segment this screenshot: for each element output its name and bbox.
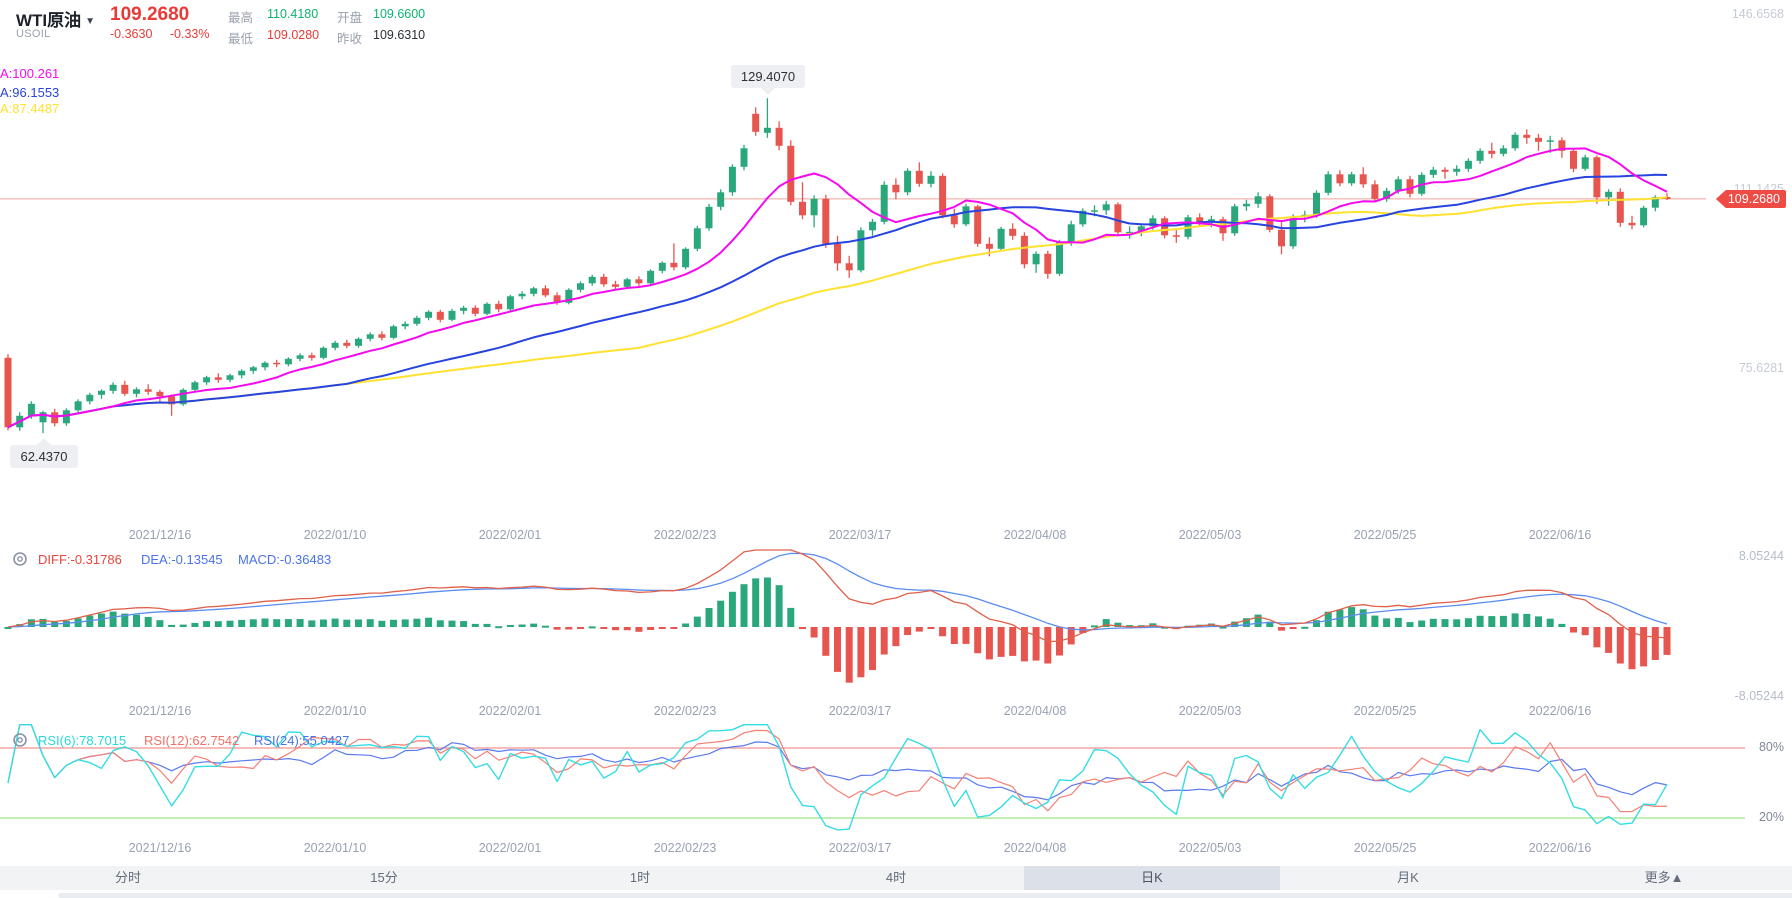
dea-label: DEA:-0.13545 — [141, 552, 223, 567]
rsi24-label: RSI(24):55.0427 — [254, 733, 350, 748]
date-tick: 2022/03/17 — [828, 841, 892, 855]
tab-1hour[interactable]: 1时 — [629, 870, 651, 885]
date-tick: 2022/01/10 — [303, 528, 367, 542]
stat-high-label: 最高 — [228, 11, 254, 25]
date-tick: 2022/05/03 — [1178, 841, 1242, 855]
date-tick: 2022/04/08 — [1003, 704, 1067, 718]
macd-axis-max: 8.05244 — [1738, 549, 1784, 563]
last-price: 109.2680 — [110, 4, 190, 25]
date-tick: 2022/03/17 — [828, 704, 892, 718]
date-tick: 2022/01/10 — [303, 841, 367, 855]
date-tick: 2022/06/16 — [1528, 704, 1592, 718]
high-annotation: 129.4070 — [731, 65, 805, 95]
date-tick: 2022/05/03 — [1178, 528, 1242, 542]
timeframe-tabbar: 分时 15分 1时 4时 日K 月K 更多▲ — [0, 866, 1792, 890]
instrument-symbol: USOIL — [16, 28, 51, 40]
tab-daily-k[interactable]: 日K — [1024, 866, 1280, 890]
instrument-title: WTI原油 — [16, 11, 82, 30]
tab-more[interactable]: 更多▲ — [1644, 870, 1684, 885]
date-tick: 2022/01/10 — [303, 704, 367, 718]
price-change: -0.3630 -0.33% — [110, 27, 210, 41]
date-tick: 2021/12/16 — [128, 704, 192, 718]
stat-open-value: 109.6600 — [373, 7, 426, 21]
date-tick: 2022/05/25 — [1353, 841, 1417, 855]
low-annotation: 62.4370 — [10, 438, 78, 468]
date-tick: 2022/02/01 — [478, 704, 542, 718]
stat-low-value: 109.0280 — [267, 28, 320, 42]
date-tick: 2022/02/01 — [478, 528, 542, 542]
chevron-down-icon: ▼ — [85, 16, 96, 27]
macd-axis-min: -8.05244 — [1734, 689, 1784, 703]
date-tick: 2022/02/01 — [478, 841, 542, 855]
change-percent: -0.33% — [169, 27, 210, 41]
date-tick: 2022/05/25 — [1353, 528, 1417, 542]
rsi6-label: RSI(6):78.7015 — [38, 733, 127, 748]
tab-time-share[interactable]: 分时 — [114, 870, 141, 885]
date-tick: 2021/12/16 — [128, 528, 192, 542]
date-tick: 2022/02/23 — [653, 704, 717, 718]
tab-monthly-k[interactable]: 月K — [1397, 870, 1419, 885]
date-tick: 2022/02/23 — [653, 528, 717, 542]
ma-mid-label: A:96.1553 — [0, 85, 60, 100]
date-tick: 2022/06/16 — [1528, 528, 1592, 542]
date-tick: 2022/04/08 — [1003, 841, 1067, 855]
bottom-scrollbar[interactable] — [58, 893, 1792, 898]
date-tick: 2022/04/08 — [1003, 528, 1067, 542]
last-price-badge: 109.2680 — [1715, 190, 1786, 208]
date-tick: 2022/02/23 — [653, 841, 717, 855]
rsi-settings-icon[interactable] — [12, 732, 28, 748]
date-tick: 2021/12/16 — [128, 841, 192, 855]
date-tick: 2022/05/25 — [1353, 704, 1417, 718]
rsi-axis-high: 80% — [1758, 740, 1784, 754]
macd-settings-icon[interactable] — [12, 551, 28, 567]
tab-4hour[interactable]: 4时 — [885, 870, 907, 885]
date-tick: 2022/06/16 — [1528, 841, 1592, 855]
price-axis-max: 146.6568 — [1731, 7, 1784, 21]
ma-slow-label: A:87.4487 — [0, 101, 60, 116]
rsi-axis-low: 20% — [1758, 810, 1784, 824]
price-axis-low: 75.6281 — [1738, 361, 1784, 375]
diff-label: DIFF:-0.31786 — [38, 552, 122, 567]
change-value: -0.3630 — [110, 27, 153, 41]
stat-low-label: 最低 — [228, 32, 254, 46]
tab-15min[interactable]: 15分 — [370, 870, 398, 885]
macd-label: MACD:-0.36483 — [238, 552, 332, 567]
stat-prevclose-value: 109.6310 — [373, 28, 426, 42]
instrument-selector[interactable]: WTI原油 ▼ — [16, 6, 95, 31]
stat-high-value: 110.4180 — [267, 7, 319, 21]
date-tick: 2022/03/17 — [828, 528, 892, 542]
date-tick: 2022/05/03 — [1178, 704, 1242, 718]
rsi12-label: RSI(12):62.7542 — [144, 733, 240, 748]
ma-fast-label: A:100.261 — [0, 66, 60, 81]
stat-prevclose-label: 昨收 — [337, 32, 363, 46]
stat-open-label: 开盘 — [337, 11, 363, 25]
